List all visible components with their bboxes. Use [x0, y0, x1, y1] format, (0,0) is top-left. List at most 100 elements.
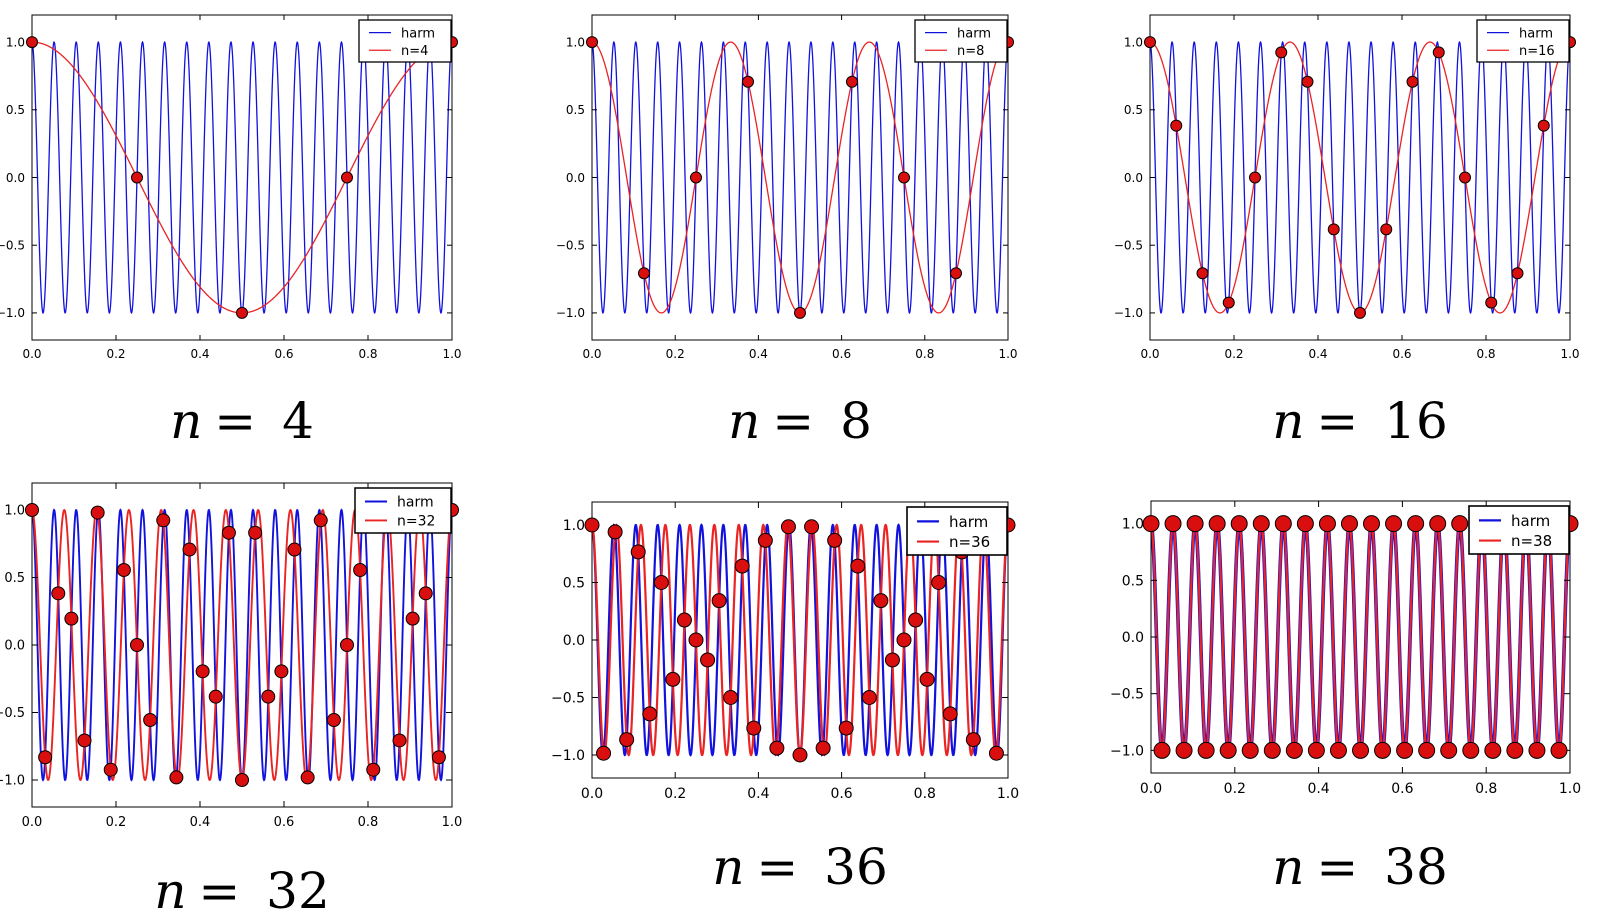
sample-marker	[274, 664, 289, 679]
x-tick-label: 1.0	[1560, 347, 1579, 361]
sample-marker	[1537, 119, 1550, 132]
sample-marker	[341, 171, 353, 184]
sample-marker	[688, 632, 704, 648]
sample-marker	[235, 773, 249, 787]
y-tick-label: −0.5	[0, 706, 25, 721]
sample-marker	[208, 689, 223, 704]
x-tick-label: 0.0	[22, 815, 43, 830]
y-tick-label: −1.0	[1114, 306, 1143, 320]
sample-marker	[1164, 515, 1182, 533]
sample-marker	[25, 503, 39, 517]
sample-marker	[392, 733, 407, 748]
x-tick-label: 0.4	[1307, 781, 1329, 797]
caption-variable: n	[728, 392, 761, 450]
y-tick-label: 0.0	[1122, 630, 1144, 646]
sample-marker	[195, 664, 210, 679]
x-tick-label: 0.0	[1140, 781, 1162, 797]
sample-marker	[353, 562, 368, 577]
legend-box	[906, 506, 1008, 556]
axes-frame	[591, 14, 1009, 341]
sample-marker	[418, 586, 433, 601]
sample-marker	[804, 519, 820, 535]
legend-box	[358, 19, 452, 63]
sample-marker	[38, 750, 53, 765]
sample-marker	[1459, 171, 1471, 184]
y-tick-label: 1.0	[4, 504, 25, 519]
y-tick-label: −0.5	[0, 239, 25, 253]
sample-marker	[950, 267, 962, 280]
sample-marker	[965, 732, 981, 748]
sample-marker	[584, 517, 600, 533]
legend-harm-label: harm	[397, 495, 434, 511]
x-tick-label: 0.8	[1475, 781, 1497, 797]
sample-marker	[1307, 741, 1325, 759]
legend: harm n=16	[1476, 19, 1570, 63]
sample-marker	[1429, 515, 1447, 533]
sample-marker	[1153, 741, 1171, 759]
sample-marker	[90, 505, 105, 520]
subplot-n-36: 0.0 0.2 0.4 0.6 0.8 1.0 −1.0 −0.5 0.0 0.5 1.0 harm n…	[551, 501, 1019, 802]
subplot-caption: n = 36	[580, 840, 1020, 895]
sample-marker	[1219, 741, 1237, 759]
sample-marker	[884, 652, 900, 668]
sample-marker	[734, 558, 750, 574]
caption-value: = 32	[198, 862, 330, 920]
sample-marker	[1352, 741, 1369, 759]
sample-marker	[792, 747, 808, 763]
caption-value: = 38	[1316, 838, 1448, 896]
x-tick-label: 0.6	[274, 347, 293, 361]
sample-marker	[676, 612, 692, 628]
sample-marker	[261, 689, 276, 704]
sample-marker	[1380, 223, 1393, 236]
sample-marker	[248, 525, 263, 540]
y-tick-label: −1.0	[551, 748, 585, 764]
sample-marker	[1142, 515, 1160, 533]
y-tick-label: −0.5	[556, 239, 585, 253]
sample-marker	[746, 720, 762, 736]
x-tick-label: 0.4	[190, 347, 209, 361]
x-tick-label: 0.2	[664, 786, 686, 802]
legend-harm-label: harm	[949, 513, 988, 531]
axes-frame	[31, 14, 453, 341]
sample-marker	[619, 732, 635, 748]
harm-curve	[591, 523, 1009, 757]
sample-marker	[1318, 515, 1336, 533]
legend-harm-label: harm	[957, 26, 991, 41]
sample-marker	[1263, 741, 1281, 759]
sample-marker	[1528, 741, 1546, 759]
legend: harm n=38	[1468, 505, 1570, 555]
sample-marker	[838, 720, 854, 736]
harm-curve	[31, 40, 453, 315]
sample-marker	[607, 524, 623, 540]
sample-marker	[405, 611, 420, 626]
x-tick-label: 0.2	[106, 347, 125, 361]
legend: harm n=8	[914, 19, 1008, 63]
x-tick-label: 0.4	[1308, 347, 1327, 361]
y-tick-label: 0.5	[1122, 573, 1144, 589]
sample-marker	[1208, 515, 1226, 533]
sample-marker	[1385, 515, 1403, 533]
sample-marker	[1506, 741, 1524, 759]
subplot-n-4: 0.0 0.2 0.4 0.6 0.8 1.0 −1.0 −0.5 0.0 0.5 1.0 harm n…	[0, 14, 462, 361]
legend-alias-label: n=8	[957, 44, 984, 59]
y-tick-label: −0.5	[551, 691, 585, 707]
x-tick-label: 0.4	[747, 786, 769, 802]
subplot-n-32: 0.0 0.2 0.4 0.6 0.8 1.0 −1.0 −0.5 0.0 0.5 1.0 harm n…	[0, 482, 462, 830]
subplot-caption: n = 32	[22, 864, 462, 919]
y-tick-label: 1.0	[6, 35, 25, 49]
x-tick-label: 1.0	[442, 347, 461, 361]
sample-marker	[1186, 515, 1204, 533]
sample-marker	[653, 575, 669, 590]
sample-marker	[827, 532, 843, 548]
sample-marker	[1484, 741, 1502, 759]
sample-marker	[236, 306, 248, 319]
sample-marker	[690, 171, 702, 184]
legend-alias-label: n=4	[401, 44, 428, 59]
sample-marker	[1485, 296, 1498, 309]
sample-marker	[1440, 741, 1458, 759]
y-tick-label: 0.0	[566, 171, 585, 185]
sample-marker	[131, 171, 143, 184]
sample-marker	[630, 544, 646, 560]
sample-marker	[116, 562, 131, 577]
caption-value: = 4	[214, 392, 314, 450]
